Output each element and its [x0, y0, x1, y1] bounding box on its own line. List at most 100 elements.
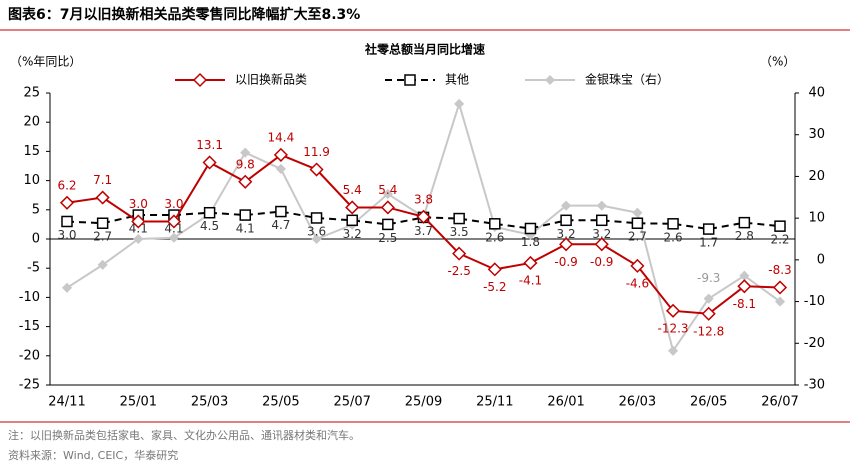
marker — [97, 259, 108, 270]
y-tick-label: 20 — [23, 115, 40, 130]
marker — [311, 233, 322, 245]
value-label: 2.6 — [664, 230, 683, 244]
marker — [345, 200, 360, 215]
y-tick-label: 10 — [23, 173, 40, 188]
x-tick-label: 26/05 — [690, 395, 727, 410]
marker — [404, 74, 416, 86]
value-label: 3.0 — [164, 197, 183, 211]
value-label: 2.7 — [93, 230, 112, 244]
y2-tick-label: 10 — [808, 211, 825, 226]
value-label: -8.1 — [733, 297, 756, 311]
marker — [524, 222, 537, 235]
marker — [772, 280, 788, 295]
x-tick-label: 25/01 — [120, 395, 157, 410]
x-tick-label: 25/07 — [333, 395, 370, 410]
marker — [202, 155, 217, 170]
value-label: 5.4 — [378, 183, 397, 197]
legend-label: 以旧换新品类 — [235, 72, 307, 87]
marker — [166, 214, 182, 229]
marker — [523, 255, 538, 271]
y2-tick-label: 20 — [808, 169, 825, 184]
figure-title: 图表6：7月以旧换新相关品类零售同比降幅扩大至8.3% — [8, 6, 360, 23]
value-label: 3.6 — [307, 224, 326, 238]
y2-axis-label: （%） — [760, 55, 795, 69]
value-label: 5.4 — [343, 183, 362, 197]
value-label: -5.2 — [483, 280, 506, 294]
x-tick-label: 26/01 — [547, 395, 584, 410]
marker — [192, 72, 208, 88]
marker — [559, 237, 574, 252]
marker — [96, 217, 109, 229]
x-tick-label: 26/03 — [619, 395, 656, 410]
marker — [168, 232, 180, 243]
marker — [703, 293, 714, 304]
value-label: 9.8 — [236, 157, 255, 171]
value-label: 2.2 — [770, 233, 789, 247]
value-label: 3.5 — [450, 225, 469, 239]
value-label: -0.9 — [554, 255, 577, 269]
value-label: 1.7 — [699, 236, 718, 250]
marker — [561, 200, 572, 211]
marker — [61, 215, 73, 228]
x-tick-label: 25/05 — [262, 395, 299, 410]
x-tick-label: 26/07 — [761, 395, 798, 410]
y-tick-label: -5 — [27, 261, 40, 276]
marker — [487, 262, 502, 277]
y-tick-label: 5 — [32, 202, 40, 217]
marker — [738, 216, 751, 229]
y2-tick-label: -30 — [804, 378, 825, 393]
y-tick-label: 0 — [32, 232, 40, 247]
x-tick-label: 25/09 — [405, 395, 442, 410]
value-label: 3.8 — [414, 192, 433, 206]
y2-tick-label: 0 — [817, 252, 825, 267]
marker — [131, 214, 146, 229]
marker — [630, 258, 645, 273]
y2-tick-label: -20 — [804, 336, 825, 351]
marker — [665, 303, 681, 318]
value-label: 1.8 — [521, 235, 540, 249]
value-label: 6.2 — [57, 178, 76, 192]
value-label: 14.4 — [268, 130, 295, 144]
marker — [240, 147, 251, 158]
marker — [631, 217, 644, 229]
x-tick-label: 25/11 — [476, 395, 513, 410]
y-tick-label: -25 — [19, 378, 40, 393]
value-label: 4.1 — [164, 222, 183, 236]
marker — [544, 74, 556, 86]
x-tick-label: 24/11 — [48, 395, 85, 410]
y-tick-label: -20 — [19, 348, 40, 363]
value-label: 4.1 — [129, 222, 148, 236]
chart-title: 社零总额当月同比增速 — [364, 42, 485, 57]
marker — [275, 205, 287, 218]
y-axis-label: （%年同比） — [10, 55, 81, 69]
y-tick-label: -15 — [19, 319, 40, 334]
marker — [632, 207, 643, 218]
value-label: 4.5 — [200, 219, 219, 233]
value-label: -2.5 — [447, 264, 470, 278]
value-label: 7.1 — [93, 173, 112, 187]
value-label: 2.8 — [735, 229, 754, 243]
marker — [774, 220, 786, 232]
value-label: -12.8 — [693, 324, 724, 338]
value-label: 3.2 — [343, 227, 362, 241]
marker — [667, 218, 679, 230]
marker — [452, 246, 467, 261]
x-tick-label: 25/03 — [191, 395, 228, 410]
marker — [453, 212, 465, 225]
marker — [310, 212, 323, 224]
marker — [380, 200, 395, 215]
y2-tick-label: 30 — [808, 127, 825, 142]
note: 注：以旧换新品类包括家电、家具、文化办公用品、通讯器材类和汽车。 — [8, 428, 360, 442]
value-label: -0.9 — [590, 255, 613, 269]
value-label: -4.6 — [626, 276, 649, 290]
marker — [382, 188, 393, 200]
marker — [489, 218, 501, 230]
legend-label: 其他 — [445, 73, 469, 87]
value-label: 3.2 — [592, 227, 611, 241]
marker — [382, 218, 394, 231]
y2-tick-label: -10 — [804, 294, 825, 309]
value-label: 4.7 — [271, 218, 290, 232]
value-label: -9.3 — [697, 271, 720, 285]
marker — [309, 162, 324, 177]
